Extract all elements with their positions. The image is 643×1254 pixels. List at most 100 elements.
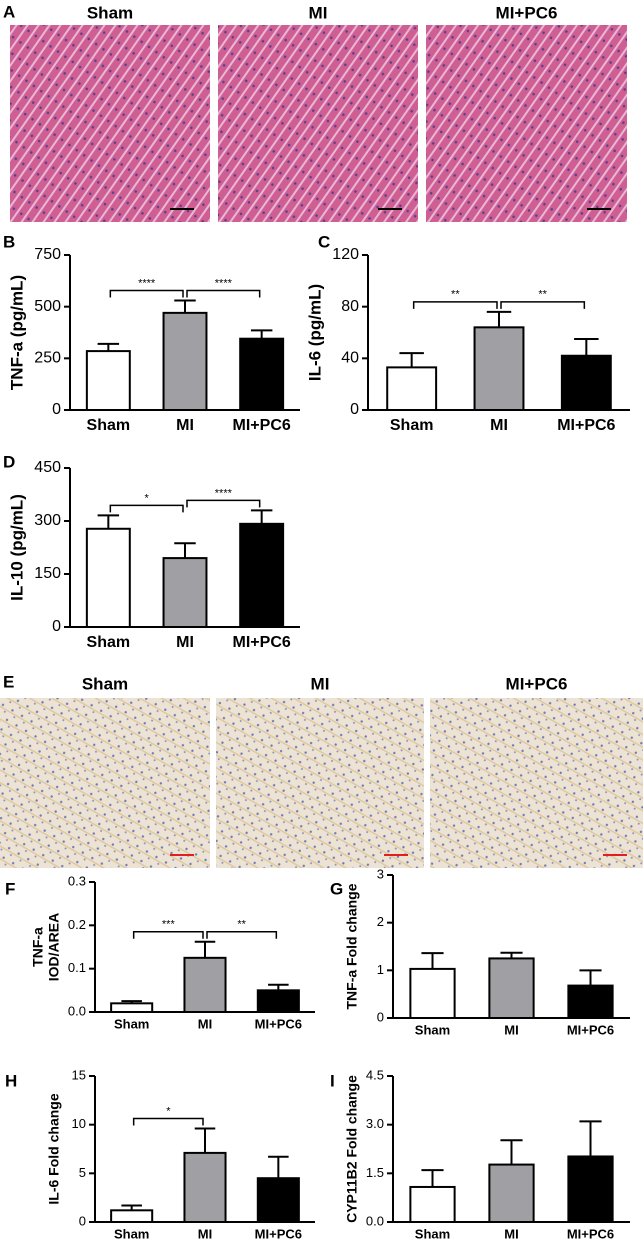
x-tick-label: Sham xyxy=(415,1226,450,1241)
y-axis-label: TNF-a (pg/mL) xyxy=(7,275,26,390)
y-tick-label: 2 xyxy=(377,914,384,929)
scale-bar xyxy=(587,208,611,210)
significance-bracket xyxy=(500,301,586,309)
y-tick-label: 3.0 xyxy=(366,1116,384,1131)
scale-bar xyxy=(603,854,627,856)
bar xyxy=(386,366,438,411)
micrograph xyxy=(426,25,627,222)
y-tick-label: 500 xyxy=(34,298,61,315)
y-tick-label: 150 xyxy=(34,565,61,582)
x-tick-label: MI+PC6 xyxy=(233,417,291,434)
group-title: MI xyxy=(309,3,328,22)
scale-bar xyxy=(378,208,402,210)
x-tick-label: MI xyxy=(176,417,194,434)
y-tick-label: 0 xyxy=(52,401,61,418)
significance-label: ** xyxy=(237,919,246,931)
x-tick-label: Sham xyxy=(114,1226,149,1241)
x-tick-label: MI+PC6 xyxy=(567,1226,614,1241)
y-tick-label: 450 xyxy=(34,459,61,476)
y-tick-label: 1 xyxy=(377,962,384,977)
y-tick-label: 0.0 xyxy=(68,1003,86,1018)
y-tick-label: 3 xyxy=(377,866,384,881)
group-title: MI xyxy=(311,674,330,693)
significance-label: * xyxy=(166,1105,171,1117)
y-tick-label: 300 xyxy=(34,512,61,529)
bar xyxy=(256,989,300,1013)
panel-label: H xyxy=(5,1071,17,1090)
y-tick-label: 0.0 xyxy=(366,1213,384,1228)
y-tick-label: 0.3 xyxy=(68,873,86,888)
y-axis-label: IL-10 (pg/mL) xyxy=(7,494,26,601)
scale-bar xyxy=(170,208,194,210)
significance-label: ** xyxy=(451,289,460,301)
x-tick-label: MI xyxy=(504,1226,518,1241)
x-tick-label: MI+PC6 xyxy=(557,417,615,434)
significance-label: *** xyxy=(162,919,176,931)
y-tick-label: 1.5 xyxy=(366,1165,384,1180)
bar xyxy=(409,967,456,1019)
x-tick-label: MI xyxy=(490,417,508,434)
bar-chart: 0.0 0.1 0.2 0.3 TNF-a IOD/AREA F Sham MI MI+PC6 **… xyxy=(5,873,315,1031)
x-tick-label: MI+PC6 xyxy=(255,1016,302,1031)
micrograph xyxy=(218,25,418,222)
bar xyxy=(560,354,612,411)
x-tick-label: Sham xyxy=(415,1022,450,1037)
significance-bracket xyxy=(186,499,261,508)
x-tick-label: MI+PC6 xyxy=(255,1226,302,1241)
y-tick-label: 0.1 xyxy=(68,960,86,975)
panel-label: B xyxy=(3,232,15,251)
group-title: Sham xyxy=(87,3,133,22)
x-tick-label: Sham xyxy=(87,417,131,434)
bar-chart: 0 40 80 120 IL-6 (pg/mL) C Sham MI MI+PC6 ** ** xyxy=(305,232,630,434)
micrograph xyxy=(10,25,210,222)
x-tick-label: Sham xyxy=(114,1016,149,1031)
x-tick-label: MI xyxy=(198,1226,212,1241)
group-title: MI+PC6 xyxy=(506,674,568,693)
bar xyxy=(567,1155,614,1224)
y-axis-label: TNF-a Fold change xyxy=(344,883,360,1009)
bar xyxy=(183,956,227,1013)
bar xyxy=(85,350,131,412)
x-tick-label: MI xyxy=(198,1016,212,1031)
y-axis-label: IL-6 (pg/mL) xyxy=(305,284,324,381)
panel-label: E xyxy=(3,672,14,691)
y-tick-label: 0 xyxy=(350,401,359,418)
panel-label: C xyxy=(318,232,330,251)
group-title: MI+PC6 xyxy=(496,3,558,22)
y-tick-label: 250 xyxy=(34,350,61,367)
scale-bar xyxy=(384,854,408,856)
y-tick-label: 0.2 xyxy=(68,917,86,932)
micrograph xyxy=(216,698,424,868)
bar xyxy=(239,337,285,412)
micrograph xyxy=(0,698,210,868)
bar-chart: 0 5 10 15 IL-6 Fold change H Sham MI MI+PC6 * xyxy=(5,1067,315,1241)
y-axis-label: CYP11B2 Fold change xyxy=(344,1075,360,1223)
bar xyxy=(256,1177,300,1223)
y-axis-label: IL-6 Fold change xyxy=(46,1093,62,1204)
y-tick-label: 10 xyxy=(72,1116,86,1131)
panel-label: D xyxy=(3,452,15,471)
significance-bracket xyxy=(132,931,204,939)
histology-panels: A Sham MI MI+PC6 E Sham MI MI+PC6 xyxy=(0,2,643,868)
bar xyxy=(567,984,614,1020)
bar xyxy=(110,1209,154,1223)
significance-bracket xyxy=(186,289,261,298)
bar xyxy=(488,957,535,1020)
micrograph xyxy=(430,698,643,868)
significance-label: ** xyxy=(538,289,547,301)
y-tick-label: 0 xyxy=(79,1213,86,1228)
significance-bracket xyxy=(206,931,278,939)
x-tick-label: Sham xyxy=(87,634,131,651)
x-tick-label: MI xyxy=(176,634,194,651)
bar-chart: 0.0 1.5 3.0 4.5 CYP11B2 Fold change I Sham MI MI… xyxy=(330,1067,630,1241)
group-title: Sham xyxy=(82,674,128,693)
panel-label: I xyxy=(330,1071,335,1090)
bar xyxy=(110,1002,154,1013)
significance-bracket xyxy=(109,289,184,298)
significance-bracket xyxy=(412,301,498,309)
significance-label: * xyxy=(145,492,150,504)
y-tick-label: 750 xyxy=(34,246,61,263)
